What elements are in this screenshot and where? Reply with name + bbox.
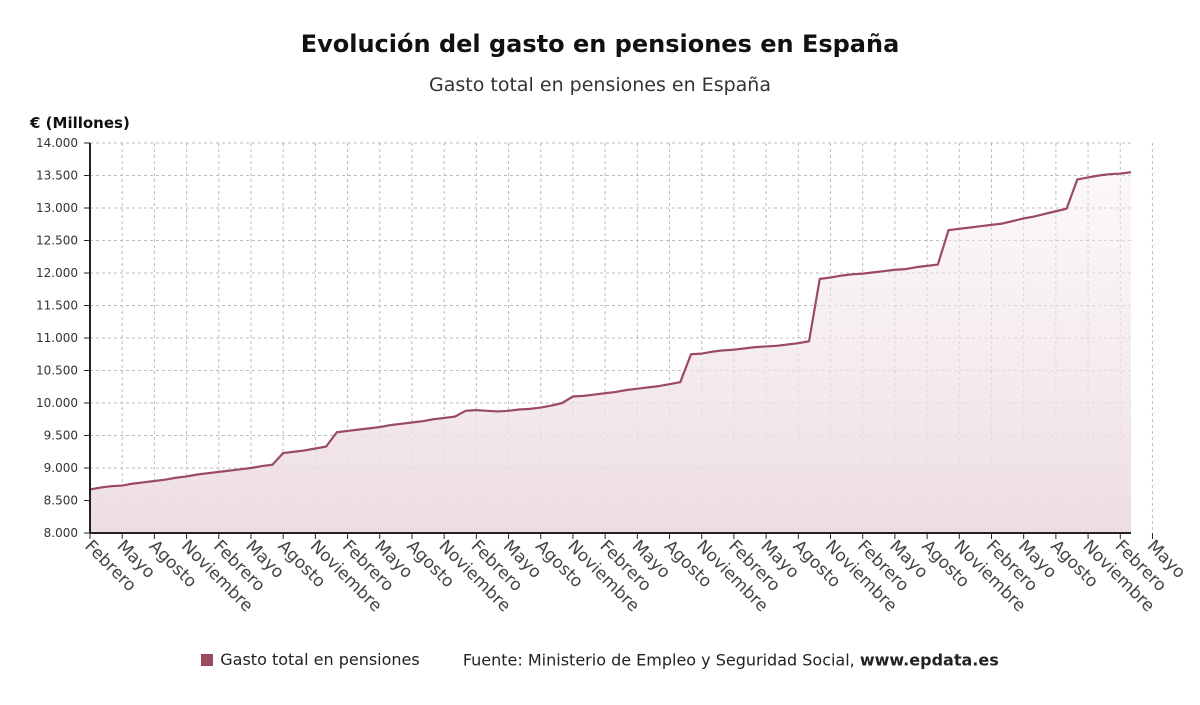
legend-item: Gasto total en pensiones xyxy=(201,650,420,669)
source-site: www.epdata.es xyxy=(859,650,999,670)
chart-area: 8.000 8.500 9.000 9.500 10.000 10.500 11.000 11… xyxy=(36,136,1189,616)
y-tick-label: 9.000 xyxy=(44,461,78,475)
y-tick-label: 13.500 xyxy=(36,169,78,183)
y-tick-label: 13.000 xyxy=(36,201,78,215)
y-tick-label: 12.000 xyxy=(36,266,78,280)
y-tick-label: 9.500 xyxy=(44,429,78,443)
series-line xyxy=(89,171,1132,491)
source-text: Fuente: Ministerio de Empleo y Seguridad… xyxy=(463,651,999,670)
y-tick-label: 14.000 xyxy=(36,136,78,150)
source-prefix: Fuente: Ministerio de Empleo y Seguridad… xyxy=(462,650,860,670)
y-tick-label: 10.000 xyxy=(36,396,78,410)
legend-swatch xyxy=(201,653,214,666)
y-axis-label: € (Millones) xyxy=(30,114,130,132)
series-area xyxy=(90,172,1131,533)
y-tick-label: 11.500 xyxy=(36,299,78,313)
y-tick-label: 8.500 xyxy=(44,494,78,508)
chart-title: Evolución del gasto en pensiones en Espa… xyxy=(300,30,900,58)
legend-label: Gasto total en pensiones xyxy=(220,650,420,669)
y-tick-label: 8.000 xyxy=(44,526,78,540)
y-tick-label: 10.500 xyxy=(36,364,78,378)
y-tick-label: 12.500 xyxy=(36,234,78,248)
chart-footer: Gasto total en pensiones Fuente: Ministe… xyxy=(0,650,1200,670)
y-tick-label: 11.000 xyxy=(36,331,78,345)
chart-subtitle: Gasto total en pensiones en España xyxy=(429,74,771,96)
